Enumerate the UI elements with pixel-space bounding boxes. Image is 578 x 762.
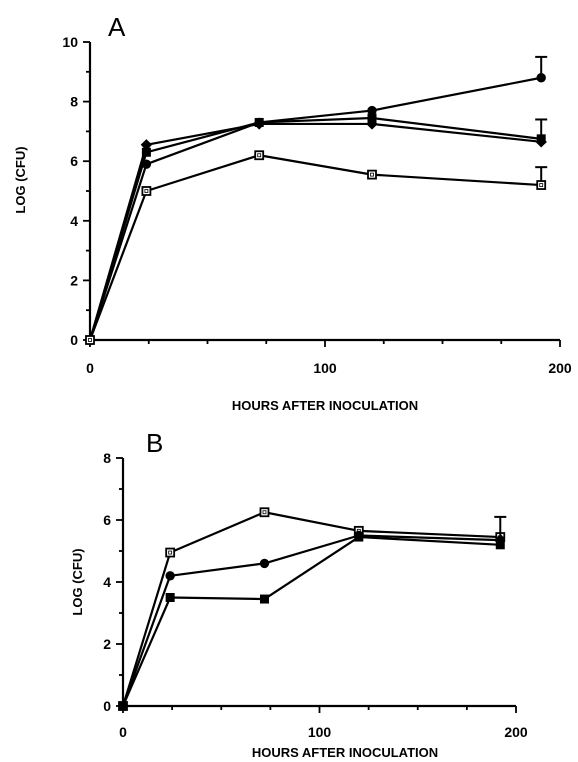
series-line xyxy=(88,116,542,341)
y-axis-title: LOG (CFU) xyxy=(13,146,28,213)
x-tick-label: 200 xyxy=(548,360,572,376)
data-point xyxy=(140,139,153,151)
y-tick-label: 6 xyxy=(103,512,111,528)
series-line xyxy=(88,76,542,341)
y-tick-label: 0 xyxy=(70,332,78,348)
data-point-inner xyxy=(144,189,149,193)
data-point-inner xyxy=(539,183,544,187)
data-point xyxy=(535,136,547,148)
panel-label: A xyxy=(108,12,126,42)
x-tick-label: 100 xyxy=(313,360,337,376)
y-tick-label: 2 xyxy=(103,636,111,652)
y-tick-label: 8 xyxy=(70,94,78,110)
y-axis-title: LOG (CFU) xyxy=(70,548,85,615)
x-tick-label: 0 xyxy=(119,724,127,740)
data-point xyxy=(165,593,175,602)
x-tick-label: 200 xyxy=(504,724,528,740)
series-3 xyxy=(118,532,505,711)
data-point xyxy=(367,105,377,116)
data-point xyxy=(536,73,546,83)
y-tick-label: 0 xyxy=(103,698,111,714)
x-axis-title: HOURS AFTER INOCULATION xyxy=(232,398,418,413)
y-tick-label: 6 xyxy=(70,153,78,169)
data-point xyxy=(495,540,505,550)
data-point-inner xyxy=(257,153,262,158)
data-point xyxy=(118,701,128,711)
series-2 xyxy=(118,515,507,711)
series-3 xyxy=(84,118,547,346)
y-tick-label: 2 xyxy=(70,272,78,288)
x-tick-label: 0 xyxy=(86,360,94,376)
panel-label: B xyxy=(146,428,163,458)
data-point xyxy=(366,118,378,130)
series-line xyxy=(121,535,501,707)
series-1 xyxy=(85,55,548,345)
series-4 xyxy=(85,150,548,345)
data-point xyxy=(165,571,175,581)
x-axis-title: HOURS AFTER INOCULATION xyxy=(252,745,438,760)
x-tick-label: 100 xyxy=(308,724,332,740)
data-point-inner xyxy=(88,338,92,342)
y-tick-label: 8 xyxy=(103,450,111,466)
data-point xyxy=(259,558,270,569)
y-tick-label: 10 xyxy=(62,34,78,50)
data-point xyxy=(354,532,364,542)
y-tick-label: 4 xyxy=(103,574,111,590)
data-point xyxy=(259,594,269,604)
y-tick-label: 4 xyxy=(70,213,78,229)
series-line xyxy=(121,534,501,707)
data-point-inner xyxy=(370,172,374,177)
series-2 xyxy=(85,113,548,345)
series-line xyxy=(88,122,542,341)
data-point-inner xyxy=(168,550,173,555)
data-point-inner xyxy=(262,510,267,515)
data-point xyxy=(253,118,265,130)
panel-B: B 0 2 4 6 8 0 100 200 HOURS AFTER INOCULATION LOG … xyxy=(70,428,528,760)
series-line xyxy=(88,154,542,341)
